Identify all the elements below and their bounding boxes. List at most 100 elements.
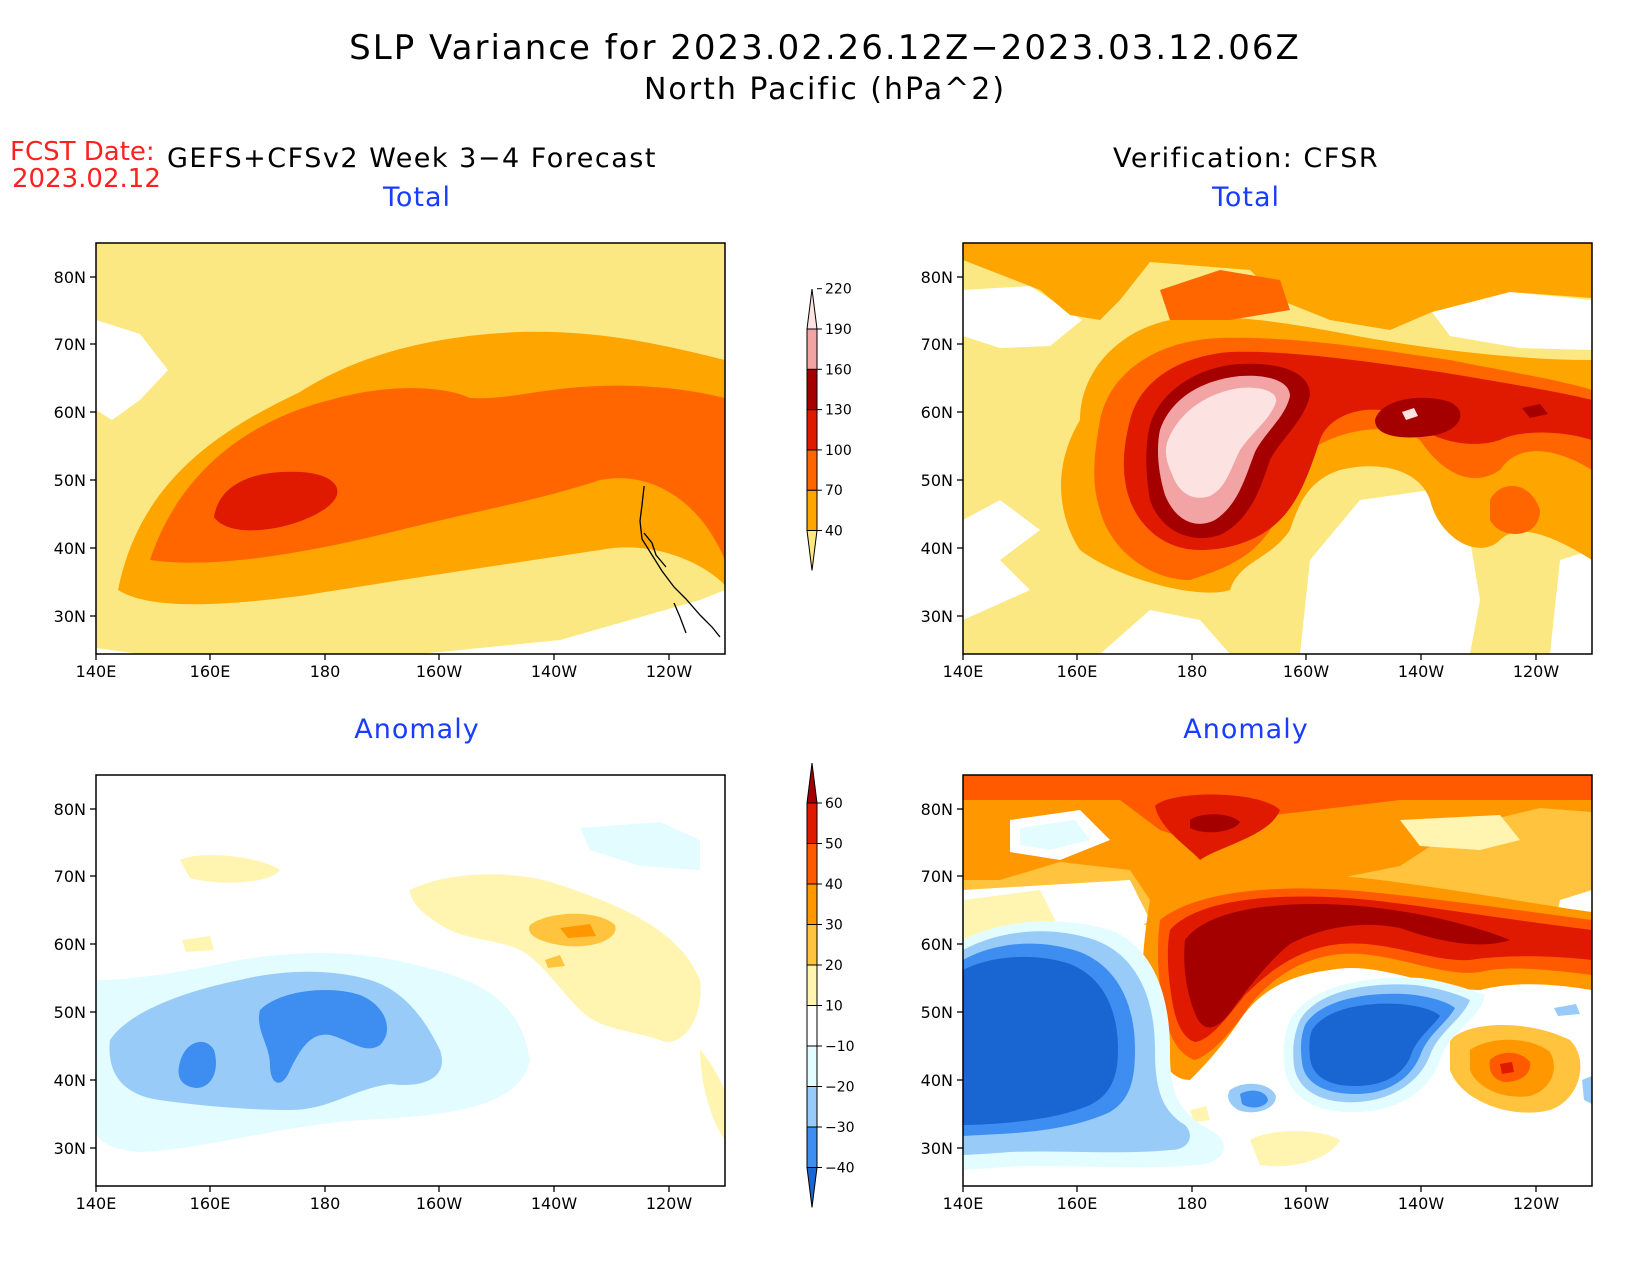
colorbar-segment <box>806 449 818 491</box>
lon-label: 180 <box>310 1194 341 1213</box>
colorbar-arrow <box>806 530 818 571</box>
lon-label: 140W <box>531 662 578 681</box>
verification-column-header: Verification: CFSR <box>1113 143 1380 174</box>
colorbar-segment <box>806 1045 818 1087</box>
lon-label: 140E <box>76 1194 117 1213</box>
colorbar-segment <box>806 964 818 1006</box>
anomaly-colorbar: −40 −30 −20 −10 10 20 30 40 50 60 <box>806 762 855 1208</box>
colorbar-label: 10 <box>825 999 843 1015</box>
colorbar-label: 100 <box>825 443 852 459</box>
figure-subtitle: North Pacific (hPa^2) <box>643 72 1007 107</box>
lat-label: 30N <box>921 1139 953 1158</box>
lon-label: 140E <box>943 662 984 681</box>
forecast-date-value: 2023.02.12 <box>12 164 161 194</box>
colorbar-label: 60 <box>825 796 843 812</box>
lat-label: 60N <box>921 403 953 422</box>
colorbar-segment <box>806 924 818 966</box>
lon-label: 140W <box>1398 662 1445 681</box>
lat-label: 70N <box>54 867 86 886</box>
colorbar-label: 40 <box>825 877 843 893</box>
lon-label: 180 <box>310 662 341 681</box>
lon-label: 160W <box>416 1194 463 1213</box>
lon-label: 160E <box>1057 662 1098 681</box>
colorbar-segment <box>806 489 818 532</box>
lon-label: 120W <box>646 662 693 681</box>
colorbar-segment <box>806 843 818 885</box>
lat-label: 80N <box>54 268 86 287</box>
colorbar-label: 50 <box>825 837 843 853</box>
forecast-anomaly-panel: 80N 70N 60N 50N 40N 30N 140E 160E 180 160W 140W 12… <box>54 774 726 1213</box>
lon-label: 180 <box>1177 1194 1208 1213</box>
lon-label: 160E <box>190 662 231 681</box>
colorbar-label: 220 <box>825 282 852 298</box>
lat-label: 60N <box>921 935 953 954</box>
forecast-date-label: FCST Date: <box>10 137 155 167</box>
lon-label: 160W <box>1283 1194 1330 1213</box>
colorbar-segment <box>806 409 818 451</box>
lat-label: 80N <box>921 268 953 287</box>
colorbar-label: 30 <box>825 918 843 934</box>
figure-title: SLP Variance for 2023.02.26.12Z−2023.03.… <box>349 28 1301 68</box>
colorbar-segment <box>806 368 818 411</box>
colorbar-segment <box>806 1126 818 1168</box>
lon-label: 140E <box>943 1194 984 1213</box>
lat-label: 80N <box>54 800 86 819</box>
lat-label: 70N <box>921 867 953 886</box>
colorbar-label: −20 <box>825 1080 855 1096</box>
lon-label: 160W <box>1283 662 1330 681</box>
colorbar-segment <box>806 1005 818 1047</box>
lat-label: 60N <box>54 935 86 954</box>
lon-label: 120W <box>646 1194 693 1213</box>
lat-label: 60N <box>54 403 86 422</box>
verification-total-panel: 80N 70N 60N 50N 40N 30N 140E 160E 180 160W 140W 12… <box>921 242 1593 681</box>
lon-label: 120W <box>1513 662 1560 681</box>
lat-label: 40N <box>54 539 86 558</box>
colorbar-label: 20 <box>825 958 843 974</box>
forecast-total-panel: 80N 70N 60N 50N 40N 30N 140E 160E 180 160W 140W 12… <box>54 242 726 681</box>
colorbar-segment <box>806 883 818 925</box>
lat-label: 50N <box>54 1003 86 1022</box>
forecast-total-subtitle: Total <box>382 182 452 213</box>
lat-label: 30N <box>54 607 86 626</box>
colorbar-segment <box>806 1086 818 1128</box>
verification-total-subtitle: Total <box>1211 182 1281 213</box>
colorbar-label: 40 <box>825 524 843 540</box>
lat-label: 30N <box>921 607 953 626</box>
lat-label: 50N <box>921 471 953 490</box>
lon-label: 180 <box>1177 662 1208 681</box>
colorbar-label: 130 <box>825 403 852 419</box>
colorbar-arrow <box>806 1167 818 1208</box>
lon-label: 140E <box>76 662 117 681</box>
colorbar-arrow <box>806 762 818 804</box>
lat-label: 30N <box>54 1139 86 1158</box>
colorbar-segment <box>806 328 818 370</box>
colorbar-label: −30 <box>825 1120 855 1136</box>
forecast-anomaly-subtitle: Anomaly <box>354 714 480 745</box>
colorbar-segment <box>806 802 818 844</box>
colorbar-arrow <box>806 288 818 330</box>
colorbar-label: 160 <box>825 362 852 378</box>
lon-label: 160W <box>416 662 463 681</box>
lon-label: 140W <box>531 1194 578 1213</box>
colorbar-label: 70 <box>825 483 843 499</box>
colorbar-label: −40 <box>825 1161 855 1177</box>
lat-label: 40N <box>921 539 953 558</box>
lat-label: 40N <box>54 1071 86 1090</box>
colorbar-label: −10 <box>825 1039 855 1055</box>
lat-label: 80N <box>921 800 953 819</box>
lon-label: 160E <box>190 1194 231 1213</box>
colorbar-label: 190 <box>825 322 852 338</box>
lat-label: 70N <box>921 335 953 354</box>
lat-label: 50N <box>54 471 86 490</box>
verification-anomaly-panel: 80N 70N 60N 50N 40N 30N 140E 160E 180 160W 140W 12… <box>921 774 1593 1213</box>
lat-label: 40N <box>921 1071 953 1090</box>
lon-label: 120W <box>1513 1194 1560 1213</box>
verification-anomaly-subtitle: Anomaly <box>1183 714 1309 745</box>
total-colorbar: 40 70 100 130 160 190 220 <box>806 282 852 571</box>
lat-label: 50N <box>921 1003 953 1022</box>
lon-label: 140W <box>1398 1194 1445 1213</box>
lat-label: 70N <box>54 335 86 354</box>
forecast-column-header: GEFS+CFSv2 Week 3−4 Forecast <box>167 143 657 174</box>
lon-label: 160E <box>1057 1194 1098 1213</box>
